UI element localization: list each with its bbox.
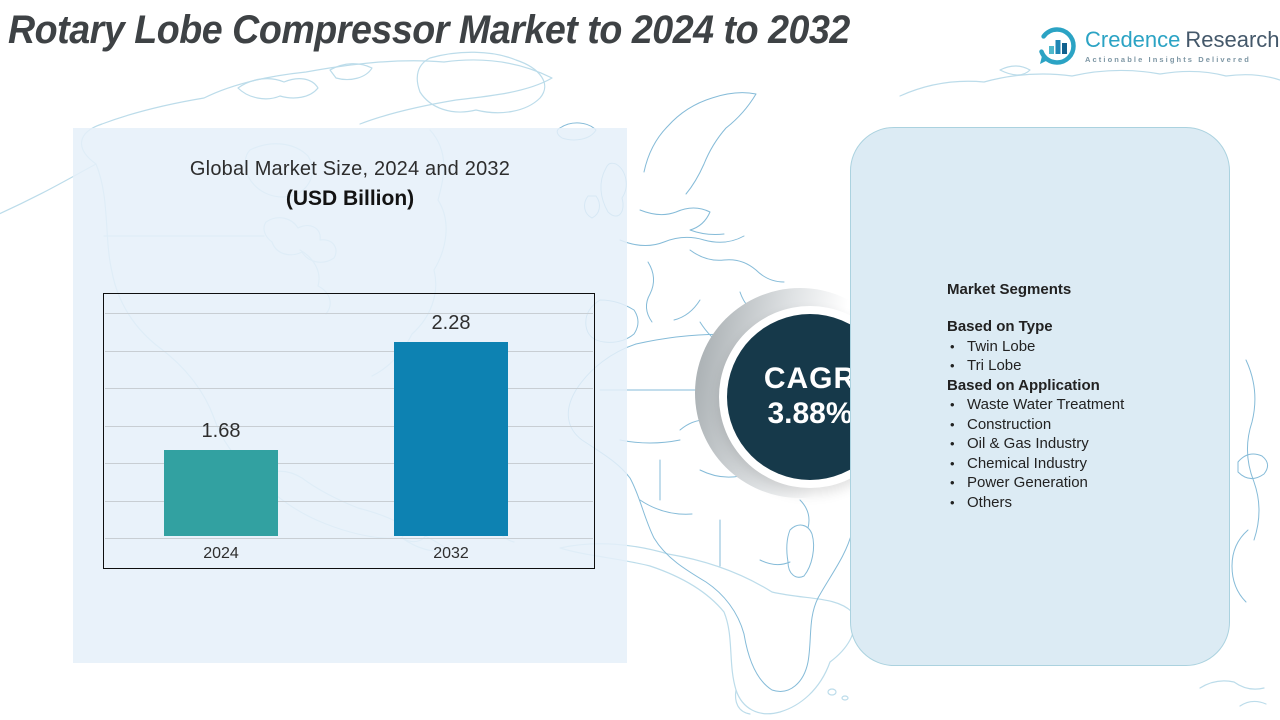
gridline <box>105 500 593 502</box>
bar-2024 <box>164 450 278 536</box>
segment-item: • Twin Lobe <box>947 337 1227 357</box>
segment-item-label: Power Generation <box>967 474 1088 491</box>
segment-item: • Tri Lobe <box>947 356 1227 376</box>
gridline <box>105 388 593 389</box>
segment-item: • Waste Water Treatment <box>947 395 1227 415</box>
cagr-label: CAGR <box>763 362 857 395</box>
gridline <box>105 463 593 464</box>
segment-item-label: Construction <box>967 415 1052 433</box>
segment-group-heading: Based on Application <box>947 376 1100 394</box>
bullet-icon: • <box>950 416 955 432</box>
chart-panel-background <box>73 128 627 663</box>
segment-item: • Power Generation <box>947 473 1227 493</box>
gridline <box>105 538 593 539</box>
segment-group-heading: Based on Type <box>947 318 1053 335</box>
logo-brand-secondary: Research <box>1185 27 1280 52</box>
gridline <box>105 350 593 352</box>
segment-item-label: Oil & Gas Industry <box>967 435 1089 452</box>
gridline <box>105 425 593 427</box>
logo-brand: Credence Research <box>1085 29 1280 51</box>
bar-value-2032: 2.28 <box>431 312 471 334</box>
bullet-icon: • <box>950 436 955 451</box>
logo-brand-primary: Credence <box>1085 27 1181 52</box>
bullet-icon: • <box>950 358 955 373</box>
segment-item-label: Tri Lobe <box>967 357 1022 374</box>
segment-groups: Based on Type • Twin Lobe • Tri Lobe Based on… <box>947 317 1227 512</box>
chart-title-line1: Global Market Size, 2024 and 2032 <box>189 158 511 180</box>
bullet-icon: • <box>950 455 955 471</box>
segment-item: • Construction <box>947 415 1227 435</box>
segments-panel-background <box>850 127 1230 666</box>
segment-item: • Oil & Gas Industry <box>947 434 1227 454</box>
segment-item: • Chemical Industry <box>947 454 1227 474</box>
chart-heading: Global Market Size, 2024 and 2032 (USD B… <box>73 158 627 211</box>
bar-category-2024: 2024 <box>203 545 239 562</box>
logo-tagline: Actionable Insights Delivered <box>1085 55 1251 64</box>
segments-panel: Market Segments Based on Type • Twin Lobe •… <box>947 281 1227 512</box>
bar-chart-plot: 1.68 2024 2.28 2032 <box>103 293 595 569</box>
bullet-icon: • <box>950 475 955 490</box>
credence-research-logo: Credence Research Actionable Insights Del… <box>1036 26 1280 68</box>
bullet-icon: • <box>950 494 955 510</box>
segment-item-label: Chemical Industry <box>967 454 1088 472</box>
segment-item-label: Twin Lobe <box>967 337 1036 355</box>
gridline <box>105 313 593 314</box>
segment-item: • Others <box>947 493 1227 513</box>
chart-title-line2: (USD Billion) <box>285 187 415 210</box>
logo-text: Credence Research Actionable Insights Del… <box>1085 26 1280 65</box>
bullet-icon: • <box>950 338 955 354</box>
bar-value-2024: 1.68 <box>201 420 241 442</box>
segments-heading: Market Segments <box>947 281 1072 298</box>
logo-chart-bubble-icon <box>1038 27 1076 65</box>
page-title: Rotary Lobe Compressor Market to 2024 to… <box>8 8 850 52</box>
bar-2032 <box>394 342 508 536</box>
bullet-icon: • <box>950 397 955 412</box>
segment-item-label: Waste Water Treatment <box>967 396 1125 413</box>
cagr-value: 3.88% <box>767 397 853 430</box>
bar-category-2032: 2032 <box>433 545 469 562</box>
segment-item-label: Others <box>967 493 1013 511</box>
